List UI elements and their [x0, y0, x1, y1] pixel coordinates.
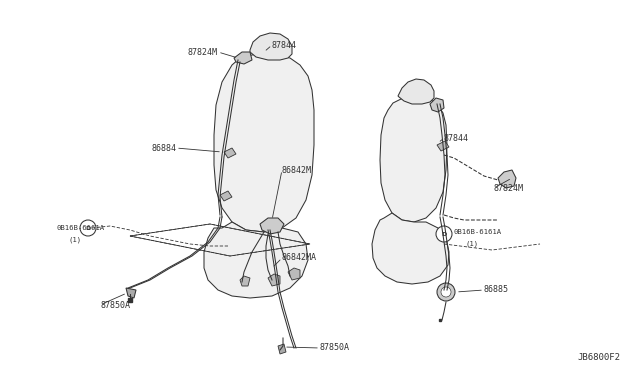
- Polygon shape: [126, 288, 136, 298]
- Polygon shape: [372, 213, 449, 284]
- Text: (1): (1): [466, 241, 479, 247]
- Text: 0B16B-6161A: 0B16B-6161A: [56, 225, 104, 231]
- Text: D: D: [85, 225, 91, 231]
- Circle shape: [437, 283, 455, 301]
- Text: 86885: 86885: [484, 285, 509, 295]
- Text: JB6800F2: JB6800F2: [577, 353, 620, 362]
- Circle shape: [441, 287, 451, 297]
- Polygon shape: [250, 33, 292, 60]
- Polygon shape: [278, 344, 286, 354]
- Text: 87824M: 87824M: [494, 183, 524, 192]
- Text: 86884: 86884: [151, 144, 176, 153]
- Polygon shape: [380, 96, 447, 222]
- Polygon shape: [398, 79, 434, 104]
- Text: (1): (1): [68, 237, 81, 243]
- Polygon shape: [220, 191, 232, 201]
- Polygon shape: [498, 170, 516, 188]
- Text: 86842M: 86842M: [282, 166, 312, 174]
- Circle shape: [80, 220, 96, 236]
- Text: 87844: 87844: [444, 134, 469, 142]
- Text: D: D: [442, 231, 447, 237]
- Text: 0B16B-6161A: 0B16B-6161A: [454, 229, 502, 235]
- Polygon shape: [204, 222, 308, 298]
- Text: 87850A: 87850A: [100, 301, 130, 310]
- Polygon shape: [268, 274, 280, 286]
- Circle shape: [436, 226, 452, 242]
- Polygon shape: [234, 52, 252, 64]
- Polygon shape: [430, 98, 444, 112]
- Polygon shape: [260, 218, 284, 234]
- Polygon shape: [437, 141, 449, 151]
- Polygon shape: [214, 54, 314, 232]
- Polygon shape: [240, 276, 250, 286]
- Text: 87850A: 87850A: [320, 343, 350, 353]
- Text: 87844: 87844: [272, 41, 297, 49]
- Polygon shape: [224, 148, 236, 158]
- Text: 87824M: 87824M: [188, 48, 218, 57]
- Text: 86842MA: 86842MA: [282, 253, 317, 263]
- Polygon shape: [288, 268, 300, 280]
